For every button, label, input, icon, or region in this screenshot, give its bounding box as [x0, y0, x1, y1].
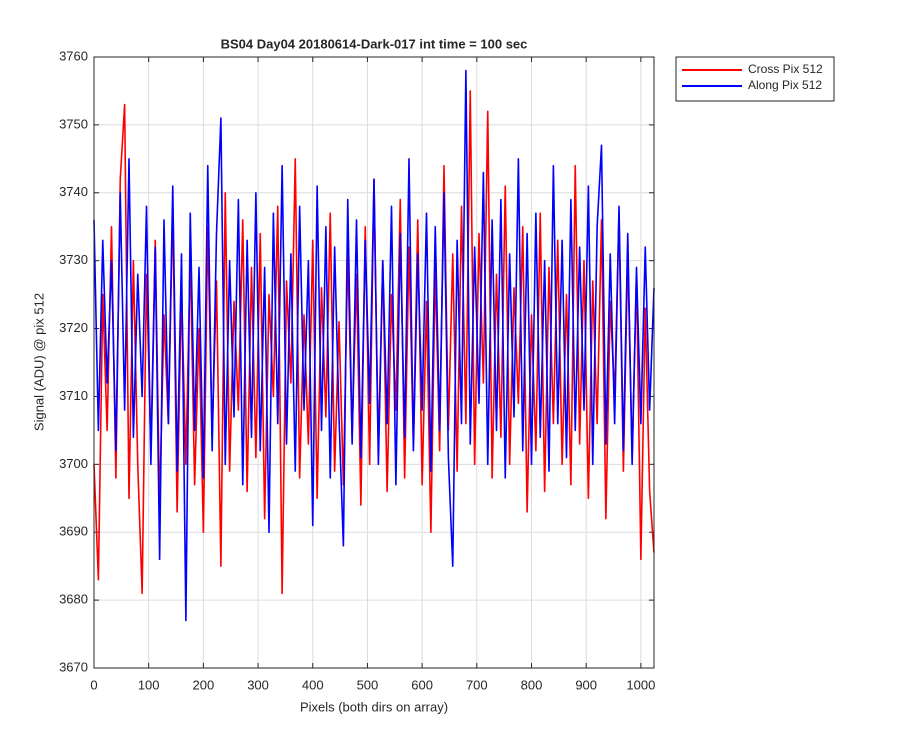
legend-label: Along Pix 512 [748, 78, 822, 92]
y-tick-label: 3710 [59, 388, 88, 403]
y-tick-label: 3670 [59, 659, 88, 674]
legend-label: Cross Pix 512 [748, 62, 823, 76]
y-tick-label: 3750 [59, 116, 88, 131]
x-tick-label: 300 [247, 677, 269, 692]
y-axis-label: Signal (ADU) @ pix 512 [31, 293, 46, 431]
series-line [93, 69, 655, 622]
plot-area [94, 57, 654, 668]
x-tick-label: 600 [411, 677, 433, 692]
x-tick-label: 700 [466, 677, 488, 692]
plot-frame [93, 56, 655, 669]
chart-title: BS04 Day04 20180614-Dark-017 int time = … [221, 36, 528, 51]
x-tick-label: 800 [521, 677, 543, 692]
legend-box [675, 56, 835, 102]
x-tick-label: 0 [90, 677, 97, 692]
x-tick-label: 500 [357, 677, 379, 692]
x-tick-label: 200 [193, 677, 215, 692]
x-tick-label: 900 [575, 677, 597, 692]
y-tick-label: 3680 [59, 592, 88, 607]
y-tick-label: 3720 [59, 320, 88, 335]
y-tick-label: 3740 [59, 184, 88, 199]
y-tick-label: 3730 [59, 252, 88, 267]
y-tick-label: 3760 [59, 48, 88, 63]
x-axis-label: Pixels (both dirs on array) [300, 699, 448, 714]
x-tick-label: 1000 [626, 677, 655, 692]
x-tick-label: 100 [138, 677, 160, 692]
x-tick-label: 400 [302, 677, 324, 692]
y-tick-label: 3700 [59, 456, 88, 471]
y-tick-label: 3690 [59, 524, 88, 539]
